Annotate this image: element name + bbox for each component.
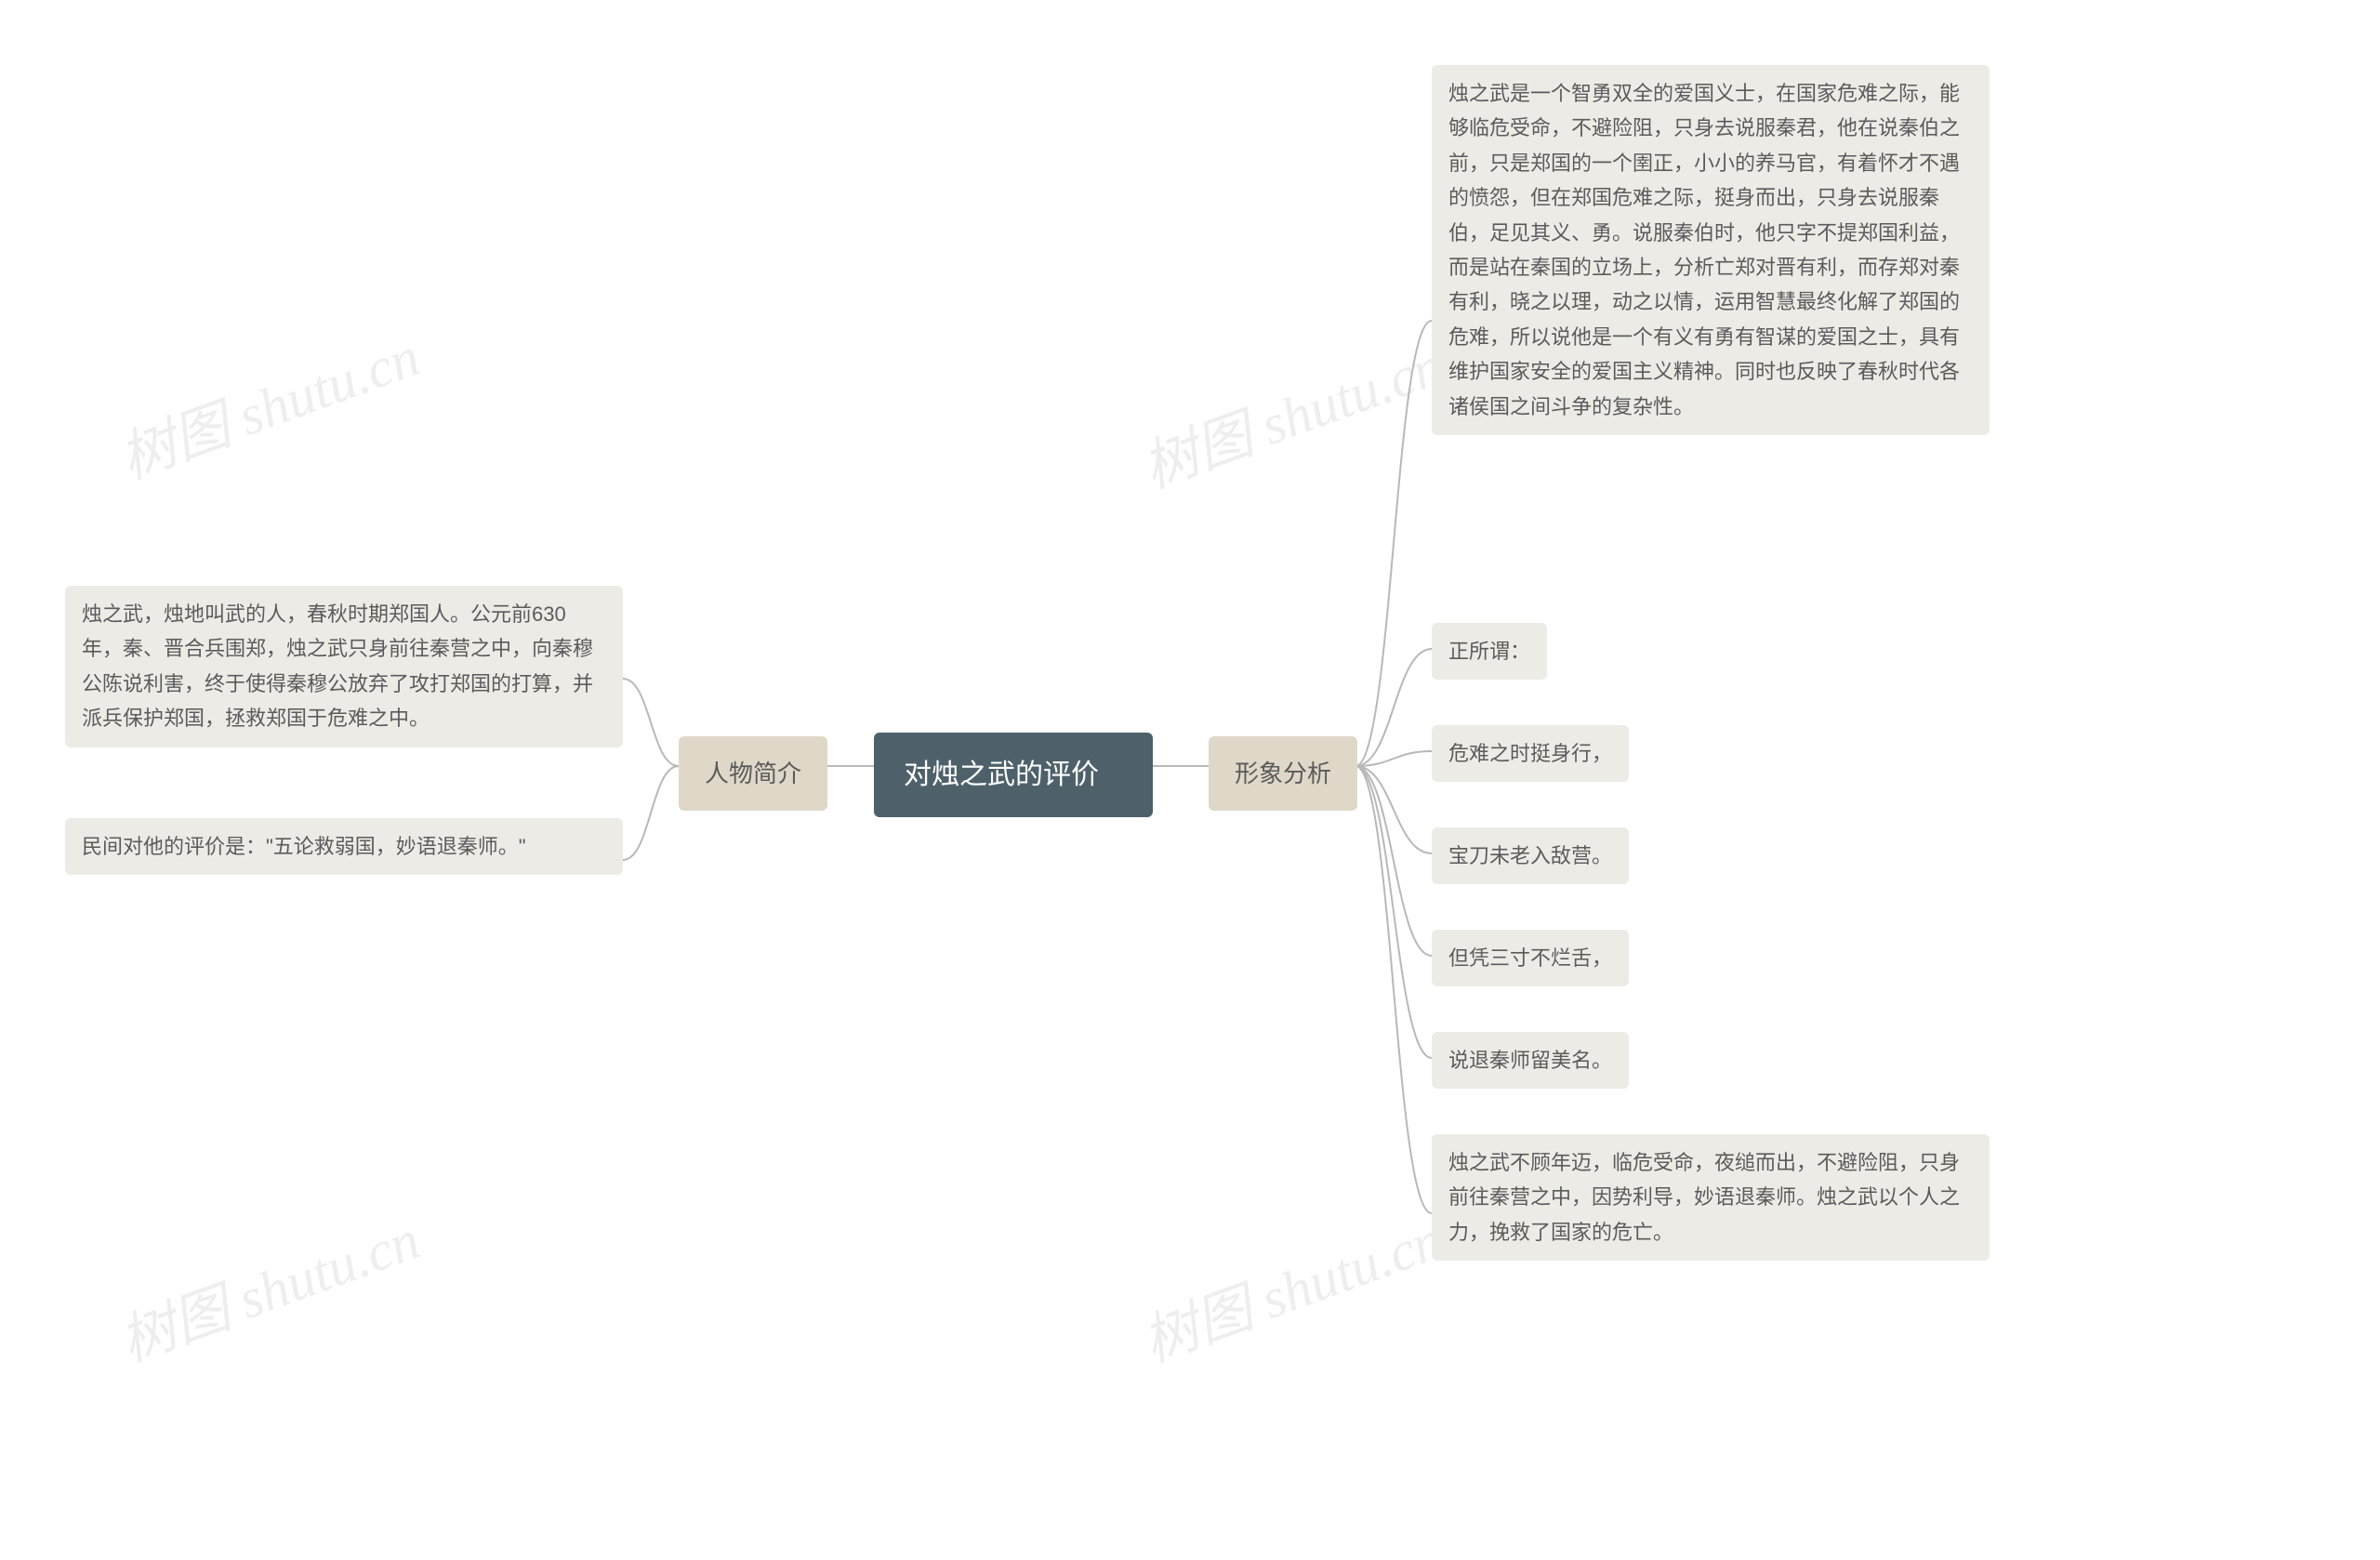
watermark: 树图 shutu.cn <box>107 311 429 495</box>
leaf-analysis-3[interactable]: 宝刀未老入敌营。 <box>1432 827 1629 884</box>
leaf-analysis-1[interactable]: 正所谓： <box>1432 623 1547 680</box>
leaf-analysis-5[interactable]: 说退秦师留美名。 <box>1432 1032 1629 1089</box>
watermark: 树图 shutu.cn <box>1130 321 1451 504</box>
leaf-intro-2[interactable]: 民间对他的评价是："五论救弱国，妙语退秦师。" <box>65 818 623 875</box>
watermark: 树图 shutu.cn <box>1130 1195 1451 1378</box>
connectors <box>0 0 2380 1560</box>
leaf-analysis-end[interactable]: 烛之武不顾年迈，临危受命，夜缒而出，不避险阻，只身前往秦营之中，因势利导，妙语退… <box>1432 1134 1990 1261</box>
leaf-intro-1[interactable]: 烛之武，烛地叫武的人，春秋时期郑国人。公元前630年，秦、晋合兵围郑，烛之武只身… <box>65 586 623 747</box>
leaf-analysis-2[interactable]: 危难之时挺身行， <box>1432 725 1629 782</box>
branch-image-analysis[interactable]: 形象分析 <box>1209 736 1357 811</box>
leaf-analysis-long[interactable]: 烛之武是一个智勇双全的爱国义士，在国家危难之际，能够临危受命，不避险阻，只身去说… <box>1432 65 1990 435</box>
leaf-analysis-4[interactable]: 但凭三寸不烂舌， <box>1432 930 1629 986</box>
mindmap-canvas: 树图 shutu.cn 树图 shutu.cn 树图 shutu.cn 树图 s… <box>0 0 2380 1560</box>
watermark: 树图 shutu.cn <box>107 1195 429 1378</box>
center-topic[interactable]: 对烛之武的评价 <box>874 733 1153 817</box>
branch-character-intro[interactable]: 人物简介 <box>679 736 827 811</box>
